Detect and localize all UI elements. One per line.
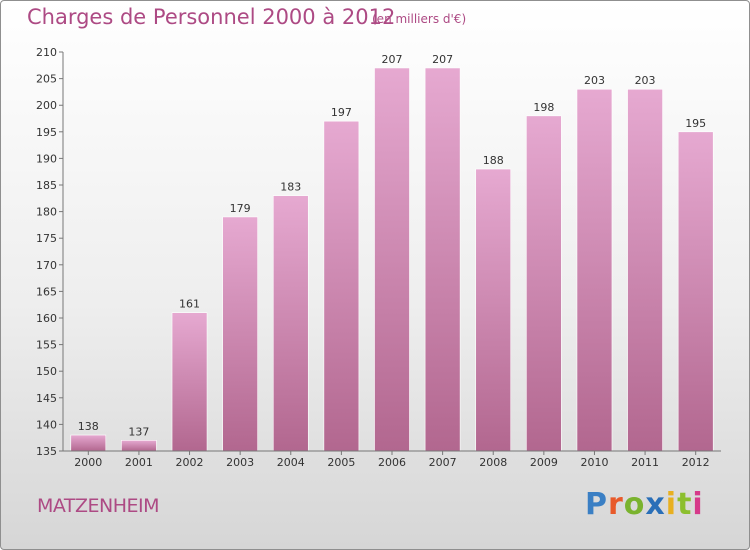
logo-letter: t (677, 487, 693, 522)
y-axis: 135 140 145 150 155 160 165 170 175 180 185 190 195 2… (36, 46, 64, 458)
y-tick-label: 135 (36, 445, 57, 458)
bar-2005 (323, 120, 360, 452)
y-tick-label: 190 (36, 152, 57, 165)
x-tick-label: 2009 (530, 456, 558, 469)
bar-2010 (576, 88, 613, 452)
bar-2004 (272, 195, 309, 452)
logo-letter: r (608, 487, 624, 522)
x-tick-label: 2007 (429, 456, 457, 469)
y-tick-label: 165 (36, 285, 57, 298)
bar-value-label: 207 (432, 53, 453, 66)
logo-letter: o (623, 487, 646, 522)
y-tick-label: 150 (36, 365, 57, 378)
chart-subtitle: (en milliers d'€) (372, 12, 467, 26)
y-tick-label: 185 (36, 179, 57, 192)
bar-value-label: 183 (280, 181, 301, 194)
bar-value-label: 207 (382, 53, 403, 66)
bar-value-label: 203 (635, 74, 656, 87)
bar-value-label: 198 (533, 101, 554, 114)
bar-value-label: 203 (584, 74, 605, 87)
y-tick-label: 205 (36, 73, 57, 86)
y-tick-label: 145 (36, 392, 57, 405)
bar-2003 (222, 216, 258, 452)
logo-letter: x (645, 487, 666, 522)
x-tick-label: 2000 (74, 456, 102, 469)
logo-letter: i (665, 487, 678, 522)
bar-2008 (475, 168, 512, 452)
bar-2009 (526, 115, 562, 452)
logo-letter: i (692, 487, 704, 522)
commune-name: MATZENHEIM (37, 495, 160, 517)
x-tick-label: 2006 (378, 456, 406, 469)
bar-2002 (171, 312, 208, 452)
bar-value-label: 137 (128, 425, 149, 438)
logo-letter: P (585, 487, 608, 522)
proxiti-logo[interactable]: Proxiti (585, 487, 704, 522)
bar-value-label: 138 (78, 420, 99, 433)
y-tick-label: 155 (36, 339, 57, 352)
bar-2012 (677, 131, 714, 452)
x-tick-label: 2004 (277, 456, 305, 469)
bar-value-label: 197 (331, 106, 352, 119)
chart-title: Charges de Personnel 2000 à 2012 (27, 5, 396, 29)
x-tick-label: 2001 (125, 456, 153, 469)
x-tick-label: 2011 (631, 456, 659, 469)
bar-value-label: 188 (483, 154, 504, 167)
bar-2006 (374, 67, 410, 452)
x-tick-label: 2012 (682, 456, 710, 469)
x-tick-label: 2005 (327, 456, 355, 469)
y-tick-label: 175 (36, 232, 57, 245)
bar-value-label: 179 (230, 202, 251, 215)
bar-2000 (70, 434, 107, 452)
y-tick-label: 195 (36, 126, 57, 139)
x-tick-label: 2008 (479, 456, 507, 469)
x-tick-label: 2010 (580, 456, 608, 469)
y-tick-label: 200 (36, 99, 57, 112)
x-axis: 2000 2001 2002 2003 2004 2005 2006 2007 2008 2009… (63, 450, 721, 469)
y-tick-label: 160 (36, 312, 57, 325)
y-tick-label: 180 (36, 206, 57, 219)
bar-2011 (627, 88, 663, 452)
bar-value-label: 161 (179, 298, 200, 311)
bar-2007 (424, 67, 461, 452)
y-tick-label: 140 (36, 418, 57, 431)
y-tick-label: 210 (36, 46, 57, 59)
x-tick-label: 2002 (176, 456, 204, 469)
y-tick-label: 170 (36, 259, 57, 272)
bar-value-label: 195 (685, 117, 706, 130)
bar-2001 (121, 440, 157, 452)
bars-group: 138 137 161 179 183 197 207 207 188 198 203 203 195 (70, 53, 714, 452)
x-tick-label: 2003 (226, 456, 254, 469)
